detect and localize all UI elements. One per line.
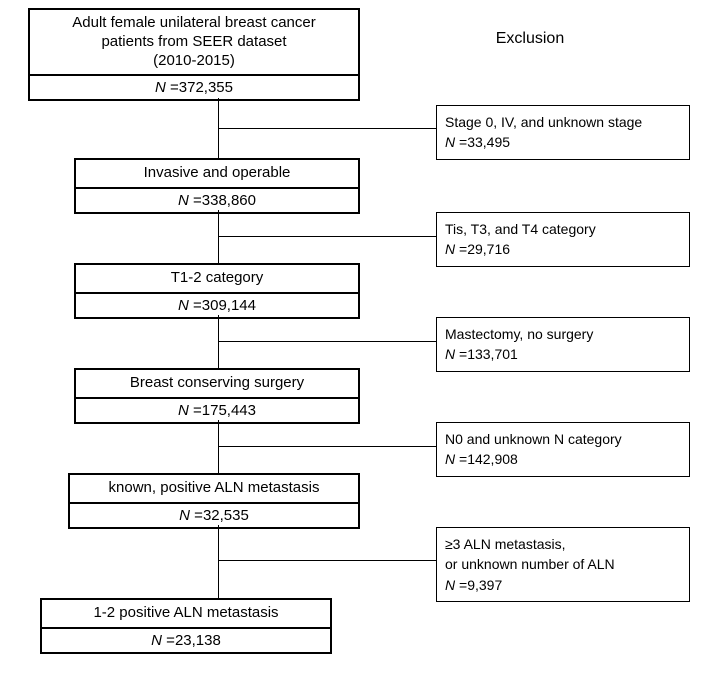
flow-box-count: N =338,860 [76, 189, 358, 212]
exclusion-box-tis: Tis, T3, and T4 category N =29,716 [436, 212, 690, 267]
connector-h [218, 341, 436, 342]
flow-box-initial-cohort: Adult female unilateral breast cancer pa… [28, 8, 360, 101]
flow-box-positive-aln: known, positive ALN metastasis N =32,535 [68, 473, 360, 529]
flow-box-title: T1-2 category [76, 265, 358, 294]
flow-box-count: N =32,535 [70, 504, 358, 527]
exclusion-text: Mastectomy, no surgery [445, 324, 681, 344]
connector-h [218, 446, 436, 447]
connector-h [218, 236, 436, 237]
exclusion-count: N =29,716 [445, 239, 681, 259]
flowchart-canvas: { "layout": { "canvas_width": 726, "canv… [0, 0, 726, 681]
flow-box-count: N =23,138 [42, 629, 330, 652]
exclusion-text-2: or unknown number of ALN [445, 554, 681, 574]
flow-box-bcs: Breast conserving surgery N =175,443 [74, 368, 360, 424]
exclusion-text: Tis, T3, and T4 category [445, 219, 681, 239]
exclusion-count: N =133,701 [445, 344, 681, 364]
flow-box-count: N =175,443 [76, 399, 358, 422]
exclusion-text: Stage 0, IV, and unknown stage [445, 112, 681, 132]
exclusion-box-mastectomy: Mastectomy, no surgery N =133,701 [436, 317, 690, 372]
exclusion-box-aln3: ≥3 ALN metastasis, or unknown number of … [436, 527, 690, 602]
exclusion-text: N0 and unknown N category [445, 429, 681, 449]
exclusion-count: N =9,397 [445, 575, 681, 595]
flow-box-title: known, positive ALN metastasis [70, 475, 358, 504]
exclusion-box-n0: N0 and unknown N category N =142,908 [436, 422, 690, 477]
flow-box-title: Adult female unilateral breast cancer pa… [30, 10, 358, 76]
flow-box-final-cohort: 1-2 positive ALN metastasis N =23,138 [40, 598, 332, 654]
exclusion-count: N =33,495 [445, 132, 681, 152]
exclusion-box-stage: Stage 0, IV, and unknown stage N =33,495 [436, 105, 690, 160]
exclusion-count: N =142,908 [445, 449, 681, 469]
exclusion-text: ≥3 ALN metastasis, [445, 534, 681, 554]
flow-box-title: 1-2 positive ALN metastasis [42, 600, 330, 629]
connector-v [218, 525, 219, 598]
connector-h [218, 128, 436, 129]
connector-h [218, 560, 436, 561]
exclusion-heading: Exclusion [470, 30, 590, 48]
flow-box-title: Breast conserving surgery [76, 370, 358, 399]
flow-box-title: Invasive and operable [76, 160, 358, 189]
flow-box-count: N =309,144 [76, 294, 358, 317]
flow-box-count: N =372,355 [30, 76, 358, 99]
flow-box-t1-2: T1-2 category N =309,144 [74, 263, 360, 319]
flow-box-invasive-operable: Invasive and operable N =338,860 [74, 158, 360, 214]
